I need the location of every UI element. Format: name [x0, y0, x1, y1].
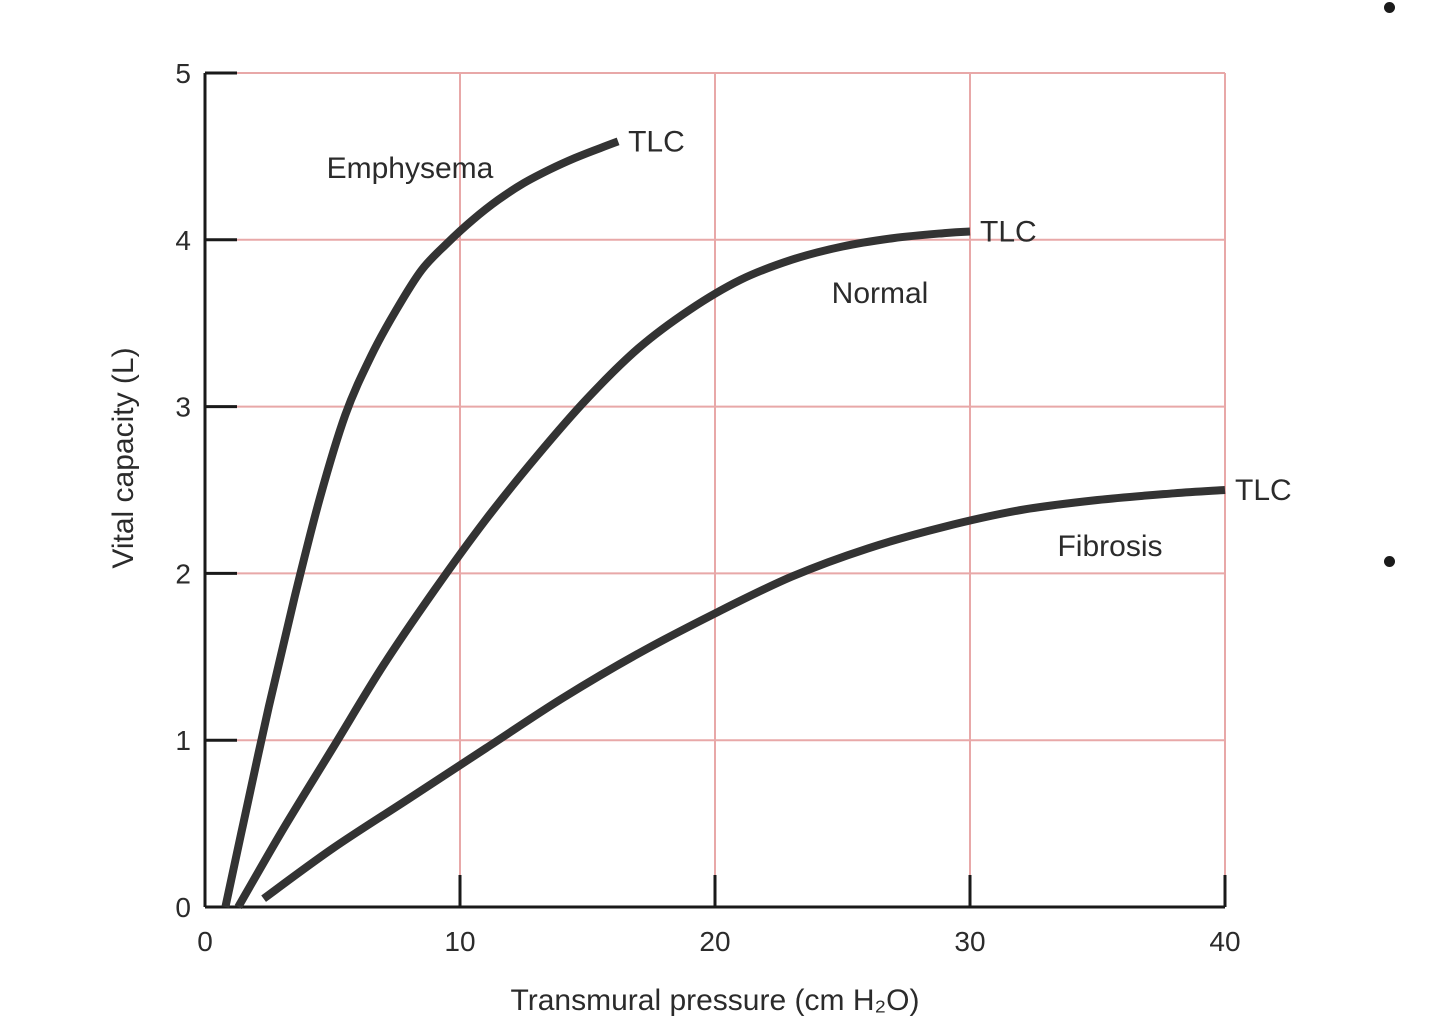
bullet-point-middle: [1384, 556, 1395, 567]
y-tick-label-4: 4: [175, 225, 191, 256]
bullet-point-top: [1384, 2, 1395, 13]
series-label-normal: Normal: [832, 277, 929, 310]
series-label-emphysema: Emphysema: [327, 152, 494, 185]
x-tick-label-0: 0: [197, 926, 213, 957]
chart-axes: [203, 71, 1227, 909]
x-tick-label-10: 10: [444, 926, 475, 957]
curve-normal: [234, 227, 971, 909]
y-tick-label-2: 2: [175, 558, 191, 589]
series-label-fibrosis: Fibrosis: [1057, 530, 1162, 563]
tick-labels: 0 1 2 3 4 5 0 10 20 30 40: [175, 58, 1240, 957]
y-tick-label-0: 0: [175, 892, 191, 923]
y-tick-label-1: 1: [175, 725, 191, 756]
curve-fibrosis: [261, 486, 1226, 902]
chart-curves: [221, 137, 1226, 909]
x-tick-label-40: 40: [1209, 926, 1240, 957]
x-tick-label-20: 20: [699, 926, 730, 957]
y-tick-label-3: 3: [175, 392, 191, 423]
tlc-label-normal: TLC: [980, 215, 1037, 248]
tlc-label-fibrosis: TLC: [1235, 474, 1292, 507]
tlc-label-emphysema: TLC: [628, 125, 685, 158]
x-tick-label-30: 30: [954, 926, 985, 957]
y-tick-label-5: 5: [175, 58, 191, 89]
y-axis-label: Vital capacity (L): [107, 347, 140, 568]
curve-labels: TLC Emphysema TLC Normal TLC Fibrosis: [327, 125, 1292, 563]
chart-grid: [205, 72, 1226, 907]
x-axis-label: Transmural pressure (cm H₂O): [511, 984, 920, 1017]
curve-emphysema: [221, 137, 620, 908]
